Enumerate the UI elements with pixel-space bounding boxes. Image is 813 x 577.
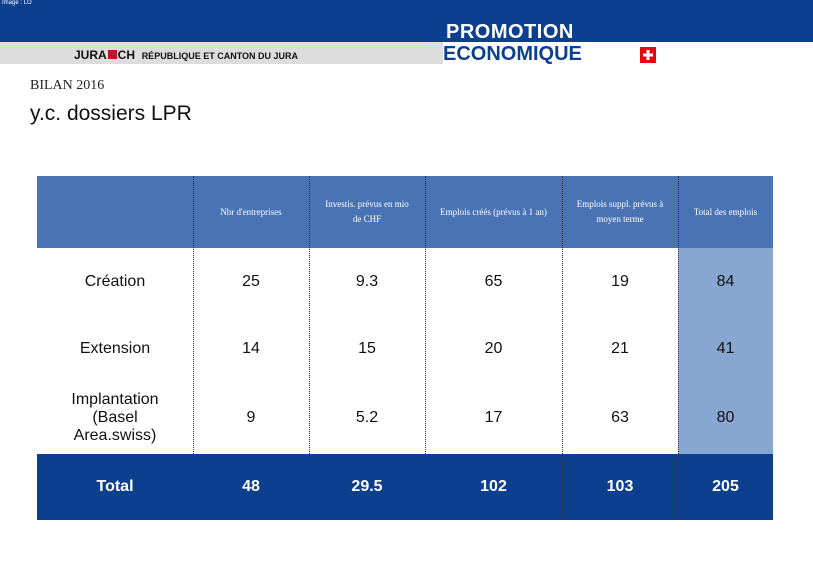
data-cell: 19 xyxy=(562,248,678,315)
data-cell: 15 xyxy=(309,315,425,382)
top-bar xyxy=(0,0,813,42)
image-note: Image : LO xyxy=(2,0,32,6)
row-label: Création xyxy=(37,248,193,315)
header-row xyxy=(37,176,773,248)
total-cell: 102 xyxy=(480,478,507,495)
column-header: Emplois suppl. prévus à moyen terme xyxy=(576,199,664,224)
total-cell: 103 xyxy=(606,478,634,495)
data-cell: 9 xyxy=(193,382,309,454)
total-cell: 48 xyxy=(242,478,260,495)
data-cell: 21 xyxy=(562,315,678,382)
economique: ECONOMIQUE xyxy=(443,43,582,65)
title: BILAN 2016 xyxy=(30,78,105,93)
data-cell: 17 xyxy=(425,382,562,454)
jura-word: JURA xyxy=(74,48,107,62)
column-header: Investis. prévus en mio de CHF xyxy=(325,199,409,224)
row-label: Extension xyxy=(37,315,193,382)
column-header: Nbr d'entreprises xyxy=(220,206,282,217)
column-divider xyxy=(309,176,310,520)
total-cell: 205 xyxy=(712,478,739,495)
data-cell: 5.2 xyxy=(309,382,425,454)
promotion: PROMOTION xyxy=(446,21,574,43)
data-cell: 84 xyxy=(678,248,773,315)
data-cell: 14 xyxy=(193,315,309,382)
jura-ch: CH xyxy=(117,48,136,62)
jura-mark xyxy=(107,50,117,59)
row-label: Implantation (Basel Area.swiss) xyxy=(37,382,193,454)
column-divider xyxy=(425,176,426,520)
jura-logo: JURA CH RÉPUBLIQUE ET CANTON DU JURA xyxy=(74,48,298,62)
total-label: Total xyxy=(96,478,134,495)
column-divider xyxy=(193,176,194,520)
data-cell: 9.3 xyxy=(309,248,425,315)
column-header: Emplois créés (prévus à 1 an) xyxy=(440,206,547,217)
data-cell: 41 xyxy=(678,315,773,382)
data-cell: 63 xyxy=(562,382,678,454)
column-header: Total des emplois xyxy=(693,206,758,217)
column-divider xyxy=(562,176,563,520)
data-cell: 25 xyxy=(193,248,309,315)
total-row xyxy=(37,454,773,520)
swiss-cross xyxy=(640,47,656,63)
column-divider xyxy=(678,176,679,520)
data-cell: 80 xyxy=(678,382,773,454)
total-cell: 29.5 xyxy=(351,478,383,495)
jura-text: RÉPUBLIQUE ET CANTON DU JURA xyxy=(141,51,299,61)
data-cell: 65 xyxy=(425,248,562,315)
subtitle: y.c. dossiers LPR xyxy=(30,102,192,125)
data-cell: 20 xyxy=(425,315,562,382)
